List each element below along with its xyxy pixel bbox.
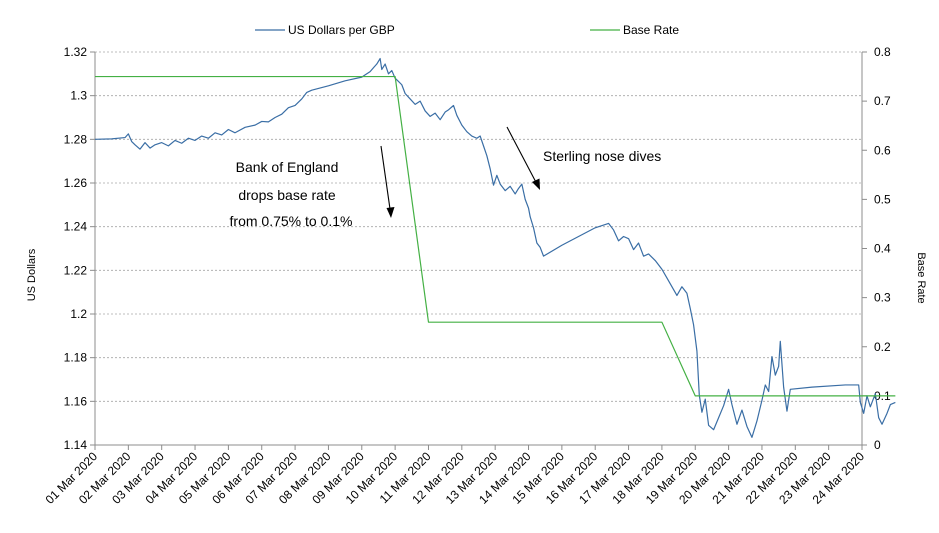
annotation-sterling-arrow	[506, 126, 540, 189]
y2-tick-label: 0.8	[874, 45, 891, 59]
annotation-boe-arrowhead	[386, 207, 395, 218]
series-lines	[94, 57, 896, 438]
y-tick-label: 1.24	[64, 220, 88, 234]
y2-tick-label: 0.7	[874, 94, 891, 108]
series-line-usd-per-gbp	[94, 57, 896, 438]
y2-tick-label: 0.2	[874, 340, 891, 354]
y-tick-label: 1.14	[64, 438, 88, 452]
y2-tick-label: 0.3	[874, 291, 891, 305]
y-tick-label: 1.22	[64, 263, 88, 277]
y-tick-label: 1.28	[64, 132, 88, 146]
annotation-boe-line-2: drops base rate	[238, 187, 335, 203]
y-tick-label: 1.26	[64, 176, 88, 190]
gridlines	[95, 51, 862, 402]
annotation-boe-arrow	[380, 145, 392, 217]
y-axis-ticks: 1.32 1.3 1.28 1.26 1.24 1.22 1.2 1.18 1.16 1.14	[64, 45, 88, 452]
y2-axis-title: Base Rate	[915, 252, 927, 303]
legend-label-base-rate: Base Rate	[623, 23, 679, 37]
annotation-boe-line-3: from 0.75% to 0.1%	[230, 213, 353, 229]
legend-label-usd: US Dollars per GBP	[288, 23, 395, 37]
annotation-sterling-line-1: Sterling nose dives	[543, 148, 661, 164]
y-axis-title: US Dollars	[26, 248, 38, 301]
annotation-boe: Bank of England drops base rate from 0.7…	[230, 145, 395, 229]
legend: US Dollars per GBP Base Rate	[255, 23, 679, 37]
y2-tick-label: 0	[874, 438, 881, 452]
annotation-boe-line-1: Bank of England	[236, 159, 339, 175]
y2-tick-label: 0.4	[874, 242, 891, 256]
y-tick-label: 1.2	[70, 307, 87, 321]
annotation-sterling: Sterling nose dives	[506, 126, 661, 190]
y-tick-label: 1.18	[64, 351, 88, 365]
y2-axis-ticks: 0.80.70.60.50.40.30.20.10	[874, 45, 891, 452]
y-tick-label: 1.16	[64, 394, 88, 408]
axes	[90, 51, 867, 450]
annotation-sterling-arrowhead	[532, 178, 540, 190]
series-line-base-rate	[95, 75, 896, 397]
y2-tick-label: 0.6	[874, 143, 891, 157]
y-tick-label: 1.32	[64, 45, 88, 59]
y-tick-label: 1.3	[70, 89, 87, 103]
y2-tick-label: 0.5	[874, 192, 891, 206]
